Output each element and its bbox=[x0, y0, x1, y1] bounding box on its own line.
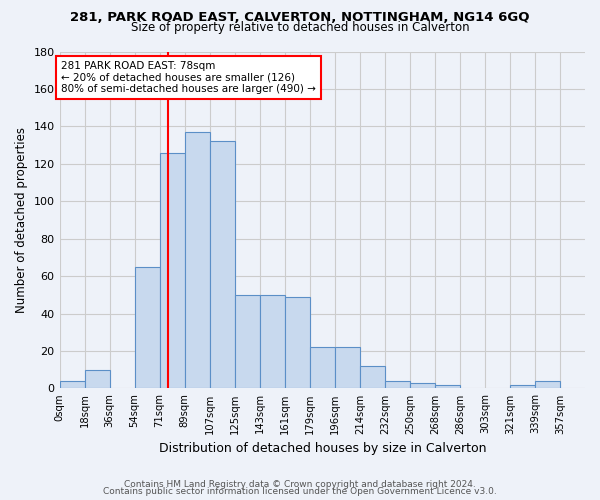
X-axis label: Distribution of detached houses by size in Calverton: Distribution of detached houses by size … bbox=[158, 442, 486, 455]
Bar bbox=[185, 132, 209, 388]
Text: Contains public sector information licensed under the Open Government Licence v3: Contains public sector information licen… bbox=[103, 488, 497, 496]
Text: 281 PARK ROAD EAST: 78sqm
← 20% of detached houses are smaller (126)
80% of semi: 281 PARK ROAD EAST: 78sqm ← 20% of detac… bbox=[61, 61, 316, 94]
Bar bbox=[410, 383, 435, 388]
Bar bbox=[435, 384, 460, 388]
Bar bbox=[235, 295, 260, 388]
Y-axis label: Number of detached properties: Number of detached properties bbox=[15, 127, 28, 313]
Bar bbox=[134, 267, 160, 388]
Bar bbox=[260, 295, 285, 388]
Text: 281, PARK ROAD EAST, CALVERTON, NOTTINGHAM, NG14 6GQ: 281, PARK ROAD EAST, CALVERTON, NOTTINGH… bbox=[70, 11, 530, 24]
Bar bbox=[85, 370, 110, 388]
Bar bbox=[510, 384, 535, 388]
Bar bbox=[335, 348, 360, 389]
Bar bbox=[59, 381, 85, 388]
Bar bbox=[535, 381, 560, 388]
Bar bbox=[360, 366, 385, 388]
Bar bbox=[385, 381, 410, 388]
Bar bbox=[209, 142, 235, 388]
Text: Size of property relative to detached houses in Calverton: Size of property relative to detached ho… bbox=[131, 22, 469, 35]
Bar bbox=[310, 348, 335, 389]
Bar bbox=[285, 296, 310, 388]
Text: Contains HM Land Registry data © Crown copyright and database right 2024.: Contains HM Land Registry data © Crown c… bbox=[124, 480, 476, 489]
Bar bbox=[160, 152, 185, 388]
